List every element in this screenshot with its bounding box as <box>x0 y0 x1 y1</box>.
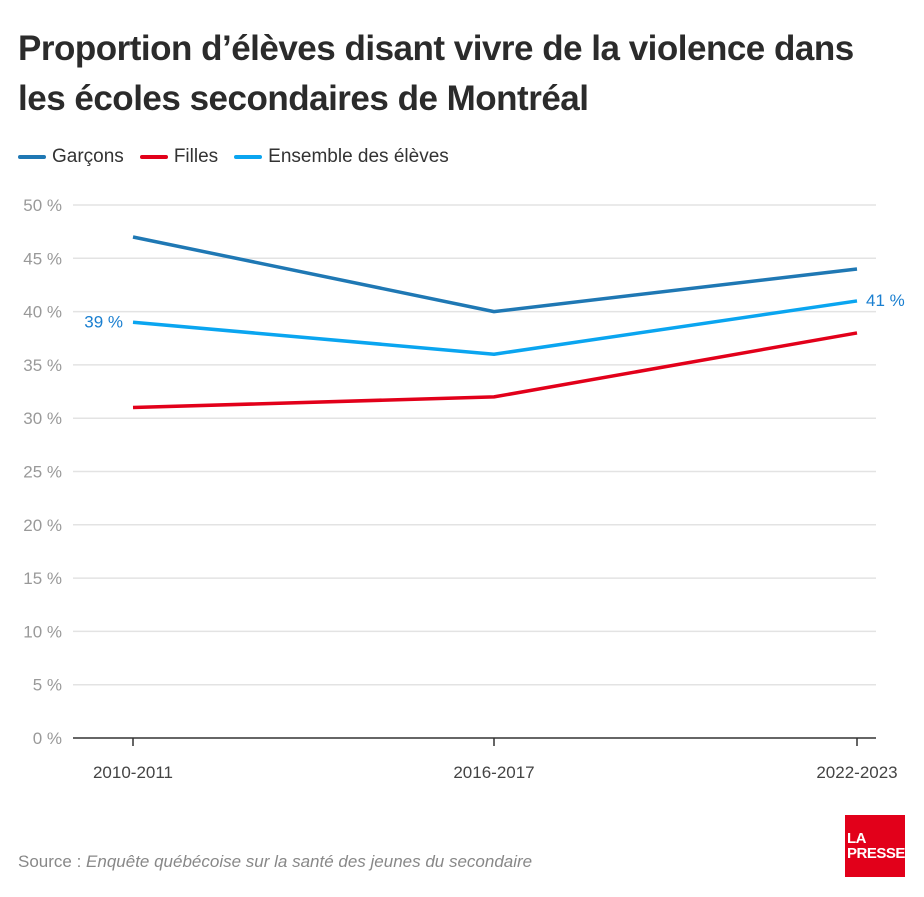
y-tick-label: 30 % <box>23 409 62 428</box>
x-tick-label: 2016-2017 <box>453 763 534 782</box>
y-tick-label: 40 % <box>23 303 62 322</box>
legend: Garçons Filles Ensemble des élèves <box>18 146 449 168</box>
legend-label: Garçons <box>52 146 124 167</box>
legend-swatch <box>139 155 168 159</box>
y-tick-label: 10 % <box>23 622 62 641</box>
legend-swatch <box>234 155 263 159</box>
legend-item: Garçons <box>18 146 124 168</box>
legend-swatch <box>18 155 46 159</box>
x-tick-label: 2022-2023 <box>816 763 897 782</box>
legend-item: Ensemble des élèves <box>234 146 449 168</box>
y-tick-label: 45 % <box>23 249 62 268</box>
chart-title: Proportion d’élèves disant vivre de la v… <box>18 29 854 118</box>
y-tick-label: 0 % <box>33 729 62 748</box>
legend-item: Filles <box>139 146 219 168</box>
data-label: 39 % <box>84 312 123 331</box>
logo-line1: LA <box>847 830 867 847</box>
y-tick-label: 35 % <box>23 356 62 375</box>
y-tick-label: 25 % <box>23 463 62 482</box>
data-label: 41 % <box>866 291 905 310</box>
y-tick-label: 15 % <box>23 569 62 588</box>
source-prefix: Source : <box>18 852 87 871</box>
plot-area: 0 % 5 % 10 % 15 % 20 % 25 % 30 % 35 % 40 % 45 % 50… <box>23 196 905 782</box>
series-line-3 <box>132 299 858 356</box>
source-note: Source : Enquête québécoise sur la santé… <box>18 852 532 872</box>
la-presse-logo: LA PRESSE <box>845 815 905 877</box>
y-tick-label: 50 % <box>23 196 62 215</box>
source-text: Enquête québécoise sur la santé des jeun… <box>86 852 533 871</box>
logo-line2: PRESSE <box>847 845 905 862</box>
y-tick-label: 20 % <box>23 516 62 535</box>
series-line-2 <box>132 331 858 410</box>
legend-label: Filles <box>173 146 219 167</box>
y-tick-label: 5 % <box>33 676 62 695</box>
legend-label: Ensemble des élèves <box>268 146 449 167</box>
x-tick-label: 2010-2011 <box>93 763 173 782</box>
series-line-1 <box>132 235 858 314</box>
